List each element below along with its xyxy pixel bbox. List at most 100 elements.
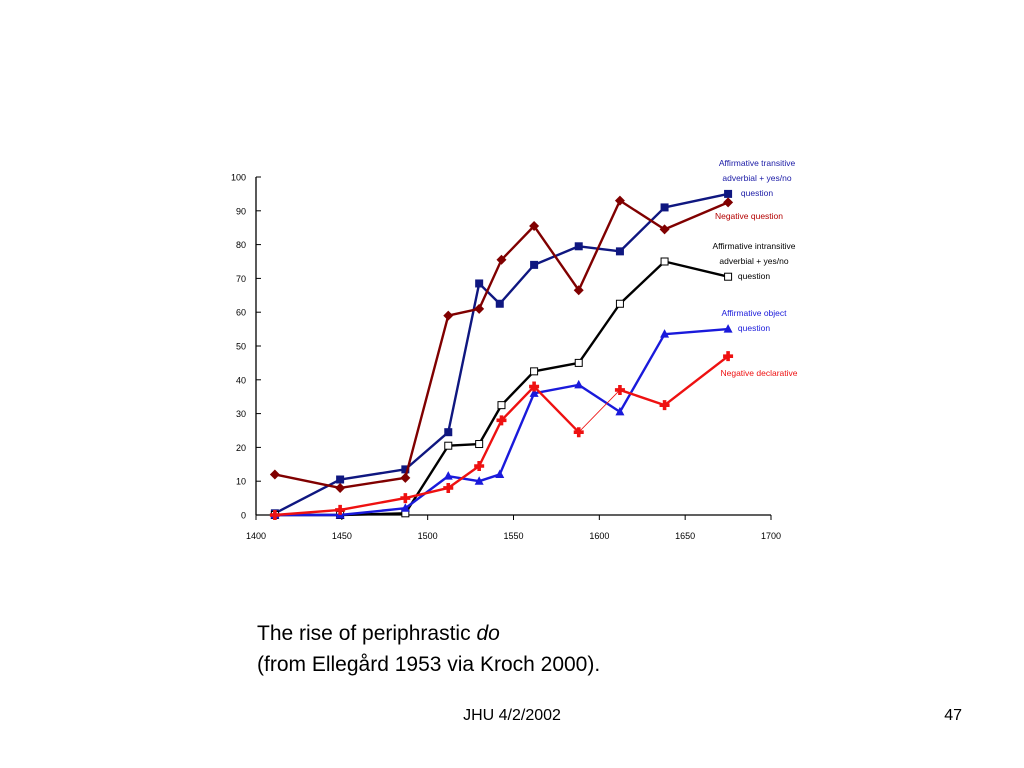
series-line-segment — [338, 468, 407, 481]
footer-date: JHU 4/2/2002 — [463, 707, 561, 724]
series-line-segment — [477, 419, 503, 468]
marker-square — [724, 189, 733, 198]
series-label-4: Negative declarative — [720, 368, 797, 378]
series-line-segment — [500, 224, 536, 262]
series-4 — [269, 351, 734, 520]
marker-diamond — [269, 469, 280, 480]
series-line-segment — [532, 383, 580, 395]
marker-square — [401, 465, 410, 474]
marker-triangle — [660, 329, 670, 338]
marker-triangle — [495, 469, 505, 478]
marker-open-square — [615, 299, 624, 308]
x-tick-label: 1550 — [503, 531, 523, 541]
series-label-line: Affirmative object — [721, 308, 787, 318]
y-tick-label: 40 — [236, 375, 246, 385]
series-line-segment — [338, 507, 407, 517]
marker-square — [444, 428, 453, 437]
series-1 — [269, 195, 734, 493]
marker-diamond — [614, 195, 625, 206]
series-label-line: Negative question — [715, 211, 783, 221]
marker-square — [574, 242, 583, 251]
y-tick-label: 100 — [231, 173, 246, 183]
y-tick-label: 70 — [236, 274, 246, 284]
marker-diamond — [573, 285, 584, 296]
series-line-segment — [663, 327, 730, 336]
series-line-segment — [663, 354, 730, 407]
series-line-segment — [618, 332, 666, 414]
x-tick-label: 1600 — [589, 531, 609, 541]
marker-triangle — [723, 324, 733, 333]
marker-square — [336, 475, 345, 484]
caption-line-1: The rise of periphrastic do — [257, 618, 600, 649]
series-label-line: question — [741, 188, 773, 198]
series-line-segment — [618, 260, 666, 305]
series-label-line: Affirmative transitive — [719, 158, 796, 168]
series-line-segment — [273, 478, 342, 515]
series-line-segment — [338, 476, 407, 490]
marker-square — [530, 260, 539, 269]
series-line-segment — [532, 385, 580, 434]
marker-cross — [496, 415, 507, 426]
x-tick-label: 1450 — [332, 531, 352, 541]
figure-caption: The rise of periphrastic do (from Ellegå… — [257, 618, 600, 680]
series-line-segment — [577, 245, 622, 253]
marker-triangle — [400, 503, 410, 512]
series-label-line: adverbial + yes/no — [722, 173, 791, 183]
marker-diamond — [496, 254, 507, 265]
series-label-line: question — [738, 271, 770, 281]
series-line-segment — [404, 314, 450, 480]
y-tick-label: 10 — [236, 477, 246, 487]
series-line-segment — [618, 388, 666, 407]
marker-triangle — [615, 406, 625, 416]
chart-series-labels: Affirmative transitive adverbial + yes/no… — [713, 158, 798, 378]
marker-cross — [529, 381, 540, 392]
y-tick-label: 30 — [236, 409, 246, 419]
series-label-1: Negative question — [715, 211, 783, 221]
series-line-segment — [618, 206, 666, 253]
chart-series — [269, 189, 734, 520]
series-line-segment — [663, 201, 730, 231]
marker-open-square — [530, 367, 539, 376]
series-line-segment — [618, 199, 666, 231]
marker-triangle — [474, 476, 484, 485]
y-tick-label: 0 — [241, 511, 246, 521]
series-line-segment — [577, 302, 622, 365]
marker-diamond — [443, 310, 454, 321]
series-line-segment — [447, 464, 481, 490]
marker-cross — [400, 493, 411, 504]
series-line-segment — [477, 403, 503, 446]
series-line-segment — [477, 258, 503, 311]
caption-line-2: (from Ellegård 1953 via Kroch 2000). — [257, 653, 601, 676]
series-line-segment — [447, 282, 481, 434]
x-tick-label: 1700 — [761, 531, 781, 541]
series-line-segment — [338, 496, 407, 512]
marker-cross — [474, 460, 485, 471]
x-tick-label: 1650 — [675, 531, 695, 541]
y-tick-label: 80 — [236, 240, 246, 250]
marker-cross — [269, 510, 280, 520]
marker-triangle — [574, 379, 584, 389]
marker-open-square — [475, 440, 484, 449]
marker-diamond — [529, 221, 540, 232]
marker-diamond — [723, 197, 734, 208]
series-line-segment — [447, 307, 481, 317]
marker-diamond — [400, 472, 411, 483]
series-line-segment — [498, 263, 536, 305]
series-label-2: Affirmative intransitive adverbial + yes/… — [713, 241, 796, 281]
series-line-segment — [532, 224, 580, 292]
series-label-line: Negative declarative — [720, 368, 797, 378]
y-tick-label: 60 — [236, 308, 246, 318]
marker-open-square — [724, 272, 733, 281]
series-line-segment — [578, 389, 621, 433]
series-line-segment — [500, 385, 536, 422]
marker-square — [475, 279, 484, 288]
marker-cross — [614, 384, 625, 395]
series-line-segment — [273, 508, 342, 517]
marker-diamond — [659, 224, 670, 235]
marker-open-square — [444, 441, 453, 450]
marker-diamond — [335, 482, 346, 493]
marker-diamond — [474, 303, 485, 314]
marker-open-square — [574, 358, 583, 367]
y-tick-label: 90 — [236, 206, 246, 216]
y-tick-label: 50 — [236, 342, 246, 352]
